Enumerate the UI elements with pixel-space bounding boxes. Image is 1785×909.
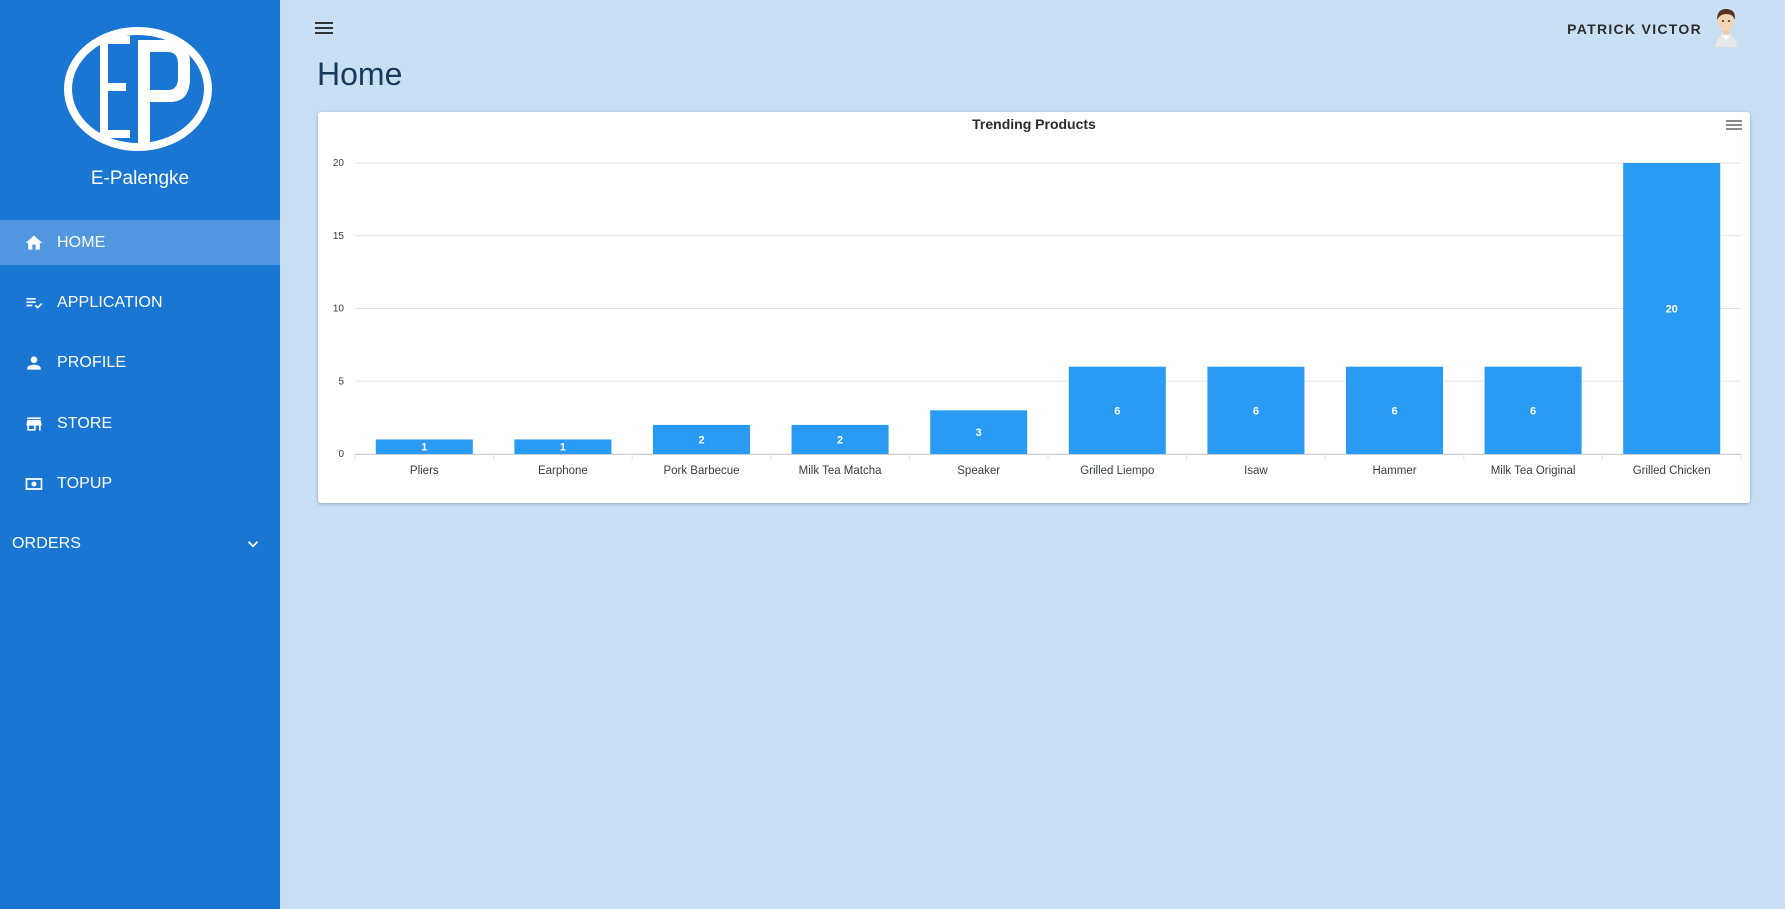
data-label: 1 — [421, 442, 427, 454]
data-label: 3 — [976, 427, 982, 439]
y-tick-label: 0 — [338, 449, 344, 460]
bar — [930, 410, 1028, 454]
bar — [1207, 366, 1305, 454]
chart-title: Trending Products — [972, 116, 1096, 132]
store-icon — [26, 417, 42, 431]
user-name[interactable]: PATRICK VICTOR — [1567, 21, 1702, 37]
checklist-icon — [26, 297, 43, 309]
sidebar-item-label: STORE — [57, 414, 113, 432]
home-icon — [25, 235, 43, 250]
avatar[interactable] — [1709, 5, 1743, 47]
bar — [791, 424, 889, 454]
sidebar-item-topup[interactable]: TOPUP — [0, 462, 280, 507]
bar — [1068, 366, 1166, 454]
data-label: 1 — [560, 442, 566, 454]
sidebar-item-profile[interactable]: PROFILE — [0, 341, 280, 386]
data-label: 2 — [698, 434, 704, 446]
sidebar-item-label: APPLICATION — [57, 293, 163, 311]
sidebar-item-orders[interactable]: ORDERS — [0, 524, 280, 564]
sidebar-item-label: ORDERS — [12, 535, 82, 552]
data-label: 6 — [1530, 405, 1536, 417]
sidebar: E-Palengke HOME APPLICATION PROFILE STOR… — [0, 0, 280, 909]
sidebar-item-application[interactable]: APPLICATION — [0, 280, 280, 325]
data-label: 6 — [1253, 405, 1259, 417]
data-label: 20 — [1666, 304, 1678, 316]
y-tick-label: 5 — [338, 376, 344, 387]
cash-icon — [25, 478, 43, 490]
y-tick-label: 15 — [333, 231, 345, 242]
bar — [1345, 366, 1444, 454]
data-label: 2 — [837, 434, 843, 446]
brand-name: E-Palengke — [90, 168, 190, 189]
x-tick-label: Isaw — [1244, 465, 1268, 477]
bar — [652, 424, 751, 454]
bar — [514, 439, 612, 454]
bar — [1623, 163, 1721, 454]
chevron-down-icon — [247, 541, 259, 548]
x-tick-label: Milk Tea Matcha — [799, 465, 882, 477]
x-tick-label: Grilled Chicken — [1633, 465, 1711, 477]
x-tick-label: Earphone — [538, 465, 588, 477]
x-tick-label: Pork Barbecue — [663, 465, 739, 477]
bar — [375, 439, 473, 454]
person-icon — [27, 356, 41, 370]
data-label: 6 — [1114, 405, 1120, 417]
sidebar-nav: HOME APPLICATION PROFILE STORE TOPUP — [0, 220, 280, 522]
bar-chart: 0 5 10 15 20 1 Pliers 1 Earphone 2 Pork Barbecue 2 M… — [333, 158, 1742, 477]
sidebar-item-label: TOPUP — [57, 475, 113, 493]
sidebar-item-store[interactable]: STORE — [0, 401, 280, 446]
data-label: 6 — [1391, 405, 1397, 417]
e-palengke-logo — [64, 27, 212, 151]
x-tick-label: Milk Tea Original — [1491, 465, 1576, 477]
page-title: Home — [317, 56, 403, 92]
chart-menu-icon[interactable] — [1726, 118, 1742, 132]
sidebar-item-label: HOME — [57, 233, 106, 251]
x-tick-label: Speaker — [957, 465, 1000, 477]
sidebar-item-home[interactable]: HOME — [0, 220, 280, 265]
y-tick-label: 20 — [333, 158, 345, 169]
x-tick-label: Grilled Liempo — [1080, 465, 1154, 477]
x-tick-label: Pliers — [410, 465, 439, 477]
x-tick-label: Hammer — [1372, 465, 1416, 477]
sidebar-item-label: PROFILE — [57, 354, 127, 372]
trending-products-card: Trending Products 0 5 10 15 20 1 Pliers 1 Earpho… — [318, 112, 1750, 503]
y-tick-label: 10 — [333, 304, 345, 315]
menu-toggle-button[interactable] — [315, 19, 335, 39]
bar — [1484, 366, 1582, 454]
